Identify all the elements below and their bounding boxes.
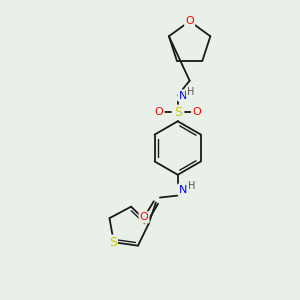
Text: N: N (178, 184, 187, 195)
Text: O: O (140, 212, 148, 222)
Text: H: H (187, 86, 194, 97)
Text: O: O (185, 16, 194, 26)
Text: S: S (109, 236, 117, 249)
Text: N: N (178, 91, 187, 100)
Text: S: S (174, 106, 182, 119)
Text: O: O (154, 107, 163, 117)
Text: O: O (192, 107, 201, 117)
Text: H: H (188, 181, 195, 191)
